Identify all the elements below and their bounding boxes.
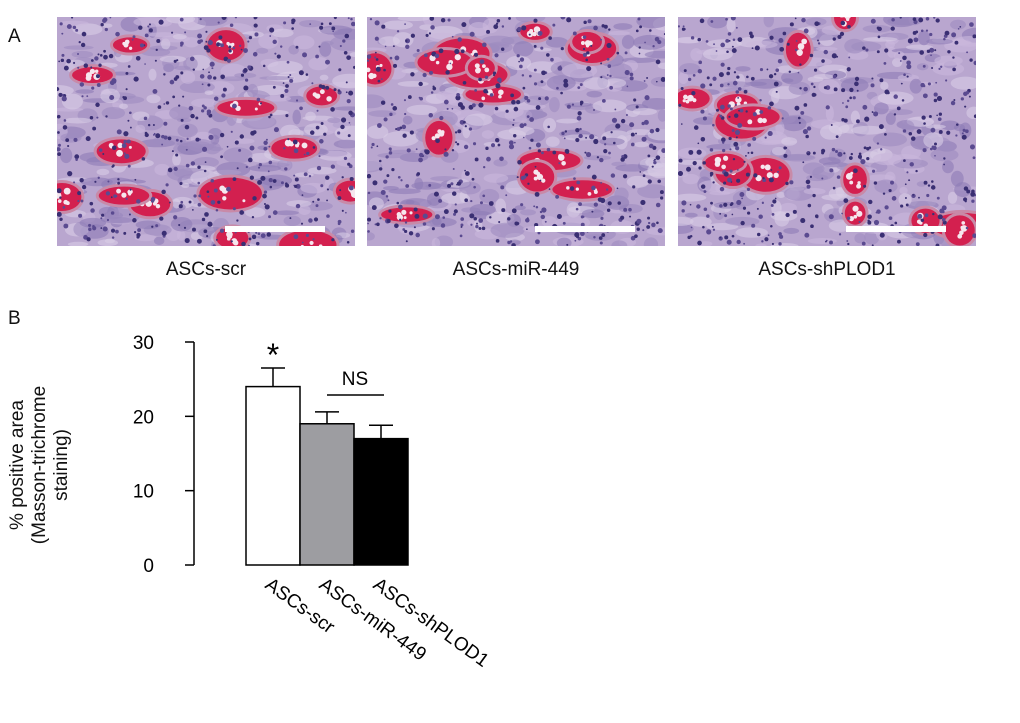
micrograph-ascs-shplod1: [678, 17, 976, 246]
bar-chart: 0102030ASCs-scrASCs-miR-449ASCs-shPLOD1*…: [133, 333, 493, 672]
y-tick-label: 20: [133, 407, 154, 428]
micrograph-ascs-scr: [57, 17, 355, 246]
panel-b-label: B: [8, 308, 21, 329]
scale-bar: [535, 226, 635, 232]
y-tick-label: 10: [133, 482, 154, 503]
bar-ascs-mir-449: [299, 423, 355, 566]
bar-ascs-shplod1: [353, 437, 409, 566]
caption-ascs-scr: ASCs-scr: [165, 259, 247, 280]
y-tick-label: 0: [143, 556, 154, 577]
ns-label: NS: [342, 369, 368, 390]
caption-ascs-mir-449: ASCs-miR-449: [452, 259, 580, 280]
micrograph-ascs-mir-449: [367, 17, 665, 246]
scale-bar: [846, 226, 946, 232]
scale-bar: [225, 226, 325, 232]
significance-asterisk: *: [267, 337, 279, 373]
y-tick-label: 30: [133, 333, 154, 354]
bar-ascs-scr: [245, 385, 301, 566]
caption-ascs-shplod1: ASCs-shPLOD1: [758, 259, 896, 280]
panel-a-label: A: [8, 26, 21, 47]
